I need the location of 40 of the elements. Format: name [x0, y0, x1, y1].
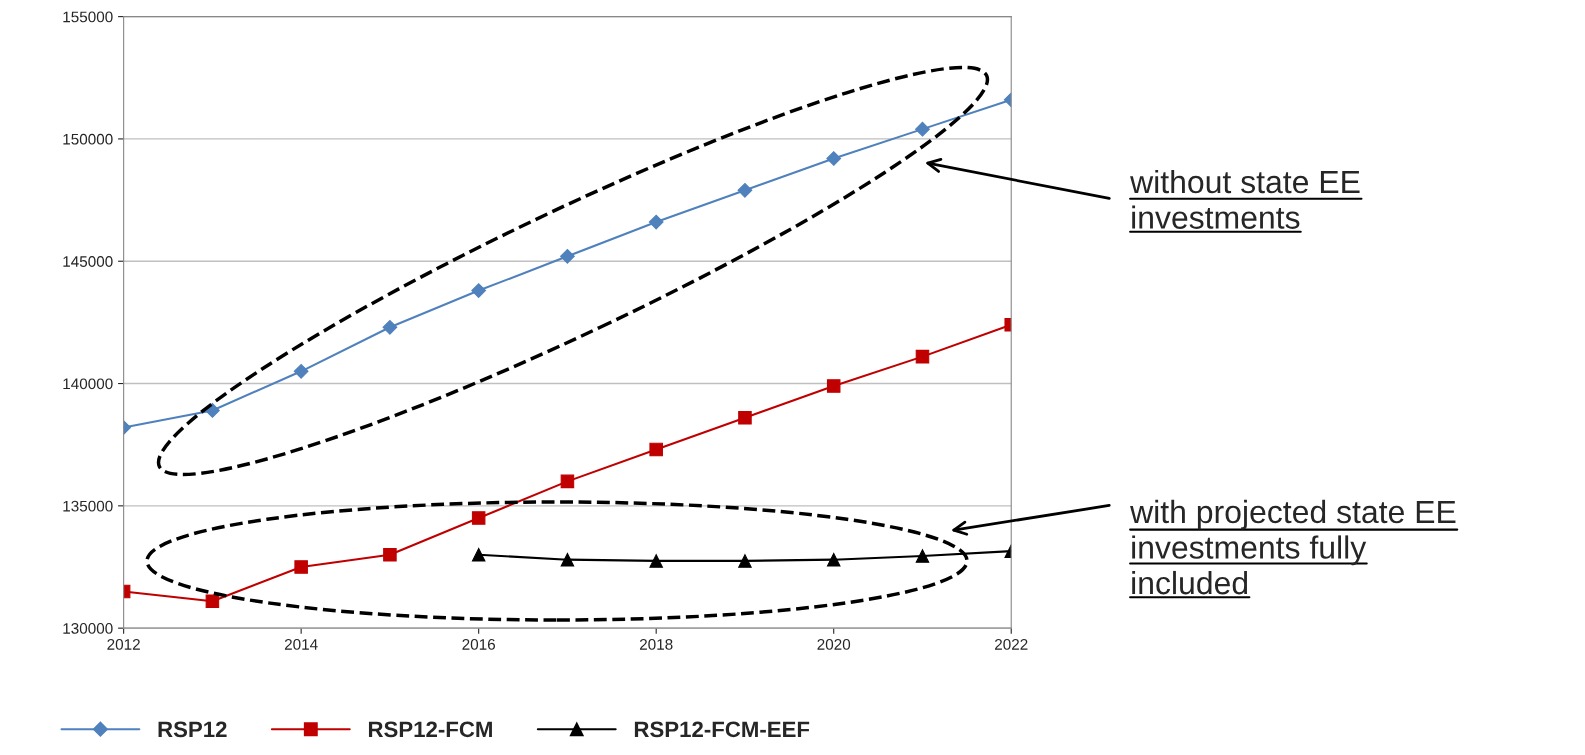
- point: [915, 549, 930, 563]
- legend-label: RSP12-FCM: [368, 721, 492, 738]
- point: [649, 442, 663, 457]
- point: [560, 552, 575, 567]
- point: [293, 363, 309, 379]
- point: [915, 121, 930, 137]
- point: [471, 548, 486, 562]
- y-tick-label: 130000: [63, 623, 113, 634]
- point: [826, 379, 841, 393]
- x-tick-label: 2016: [462, 638, 495, 650]
- point: [560, 474, 575, 489]
- point: [738, 411, 752, 425]
- point: [383, 548, 397, 562]
- point: [826, 151, 842, 166]
- point: [471, 283, 487, 298]
- point: [471, 511, 486, 525]
- y-tick-label: 135000: [63, 500, 113, 512]
- point: [737, 182, 753, 198]
- point: [915, 349, 930, 364]
- point: [382, 319, 398, 335]
- point: [738, 554, 752, 568]
- y-tick-label: 155000: [63, 11, 113, 23]
- text: without state EE investments: [1130, 169, 1360, 229]
- y-tick-label: 145000: [63, 256, 113, 267]
- y-tick-label: 150000: [63, 133, 113, 145]
- point: [649, 554, 663, 568]
- x-tick-label: 2018: [639, 638, 673, 650]
- x-tick-label: 2022: [995, 638, 1028, 650]
- point: [648, 214, 664, 230]
- point: [560, 248, 575, 264]
- point: [826, 552, 841, 567]
- point: [294, 560, 308, 574]
- legend-label: RSP12-FCM-EEF: [634, 721, 810, 738]
- x-tick-label: 2020: [817, 638, 851, 650]
- x-tick-label: 2012: [107, 638, 140, 650]
- y-tick-label: 140000: [63, 378, 113, 390]
- point: [205, 594, 220, 609]
- x-tick-label: 2014: [284, 638, 318, 650]
- text: with projected state EE investments fully included: [1130, 499, 1456, 595]
- legend-label: RSP12: [158, 721, 227, 738]
